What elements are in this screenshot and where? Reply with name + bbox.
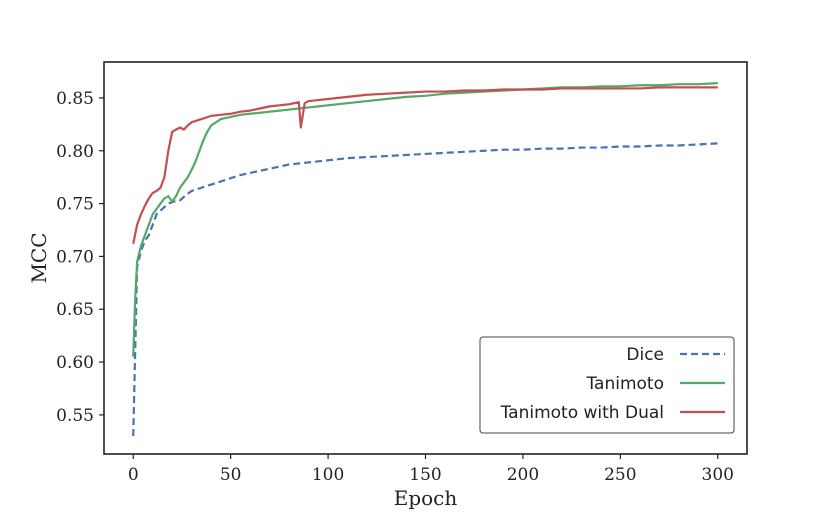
- y-tick-label: 0.55: [56, 406, 94, 426]
- x-tick-label: 150: [409, 465, 441, 485]
- series-layer: [132, 82, 718, 437]
- x-tick-label: 0: [128, 465, 139, 485]
- legend-items: Dice Tanimoto Tanimoto with Dual: [500, 345, 725, 423]
- y-tick-label: 0.85: [56, 89, 94, 109]
- y-tick-label: 0.70: [56, 247, 94, 267]
- legend-label: Dice: [626, 345, 664, 365]
- x-axis-title: Epoch: [394, 486, 458, 510]
- x-tick-label: 100: [312, 465, 344, 485]
- y-tick-label: 0.75: [56, 195, 94, 215]
- series-line-2: [132, 86, 718, 244]
- x-tick-label: 250: [604, 465, 636, 485]
- legend: Dice Tanimoto Tanimoto with Dual: [479, 336, 735, 434]
- x-tick-label: 200: [507, 465, 539, 485]
- y-axis-title: MCC: [27, 232, 51, 283]
- legend-label: Tanimoto with Dual: [500, 403, 664, 423]
- x-tick-label: 50: [220, 465, 242, 485]
- y-tick-label: 0.60: [56, 353, 94, 373]
- legend-label: Tanimoto: [585, 374, 664, 394]
- legend-box: [479, 336, 735, 434]
- y-tick-label: 0.65: [56, 300, 94, 320]
- y-axis-ticks: 0.55 0.60 0.65 0.70 0.75 0.80 0.85: [56, 89, 104, 426]
- series-line-0: [132, 142, 718, 437]
- x-axis-ticks: 0 50 100 150 200 250 300: [128, 454, 734, 485]
- y-tick-label: 0.80: [56, 142, 94, 162]
- x-tick-label: 300: [702, 465, 734, 485]
